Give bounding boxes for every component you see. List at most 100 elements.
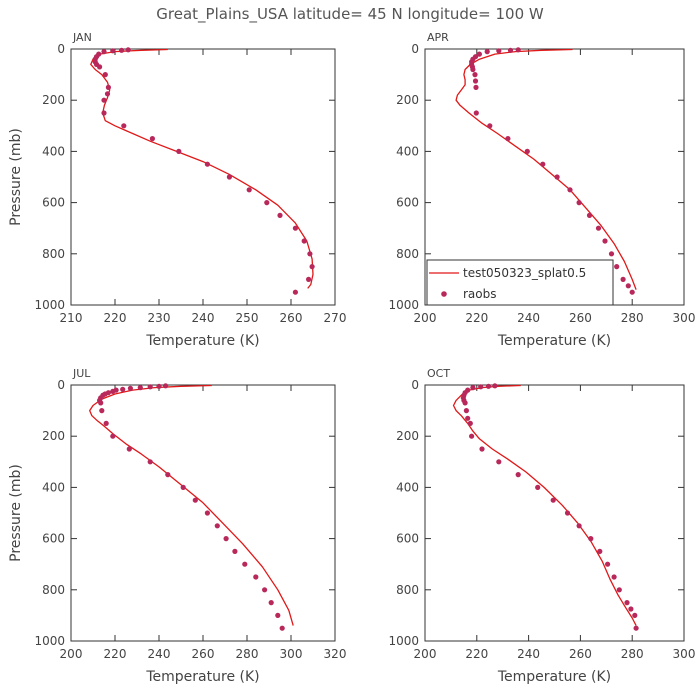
x-tick-label: 280 xyxy=(236,647,259,661)
raobs-point xyxy=(470,66,476,73)
x-axis-label: Temperature (K) xyxy=(497,669,611,685)
raobs-point xyxy=(567,187,573,193)
x-tick-label: 300 xyxy=(673,647,696,661)
panel-title: OCT xyxy=(427,367,450,380)
y-tick-label: 200 xyxy=(42,429,65,443)
raobs-point xyxy=(564,510,571,516)
raobs-point xyxy=(463,408,469,414)
x-tick-label: 260 xyxy=(569,647,592,661)
raobs-point xyxy=(101,110,107,116)
y-tick-label: 600 xyxy=(396,532,419,546)
raobs-point xyxy=(515,472,521,478)
y-tick-label: 1000 xyxy=(388,298,419,312)
raobs-point xyxy=(614,264,620,270)
x-tick-label: 200 xyxy=(414,311,437,325)
raobs-point xyxy=(264,200,270,206)
x-tick-label: 280 xyxy=(621,647,644,661)
y-tick-label: 200 xyxy=(396,429,419,443)
legend-raobs-label: raobs xyxy=(463,287,497,301)
raobs-point xyxy=(632,612,638,619)
raobs-point xyxy=(176,148,182,154)
raobs-point xyxy=(467,420,473,426)
raobs-point xyxy=(262,587,268,593)
raobs-point xyxy=(485,383,492,389)
y-tick-label: 1000 xyxy=(34,298,65,312)
raobs-point xyxy=(633,625,639,631)
raobs-point xyxy=(462,400,468,406)
raobs-point xyxy=(105,84,111,90)
raobs-point xyxy=(473,84,479,90)
panel-title: JAN xyxy=(72,31,92,44)
raobs-point xyxy=(192,497,198,503)
raobs-point xyxy=(473,110,479,116)
x-tick-label: 270 xyxy=(324,311,347,325)
raobs-point xyxy=(156,383,162,389)
x-tick-label: 240 xyxy=(192,311,215,325)
raobs-point xyxy=(226,174,232,180)
raobs-point xyxy=(616,587,622,593)
raobs-point xyxy=(163,383,169,389)
raobs-point xyxy=(292,289,298,295)
raobs-point xyxy=(120,386,126,392)
y-tick-label: 800 xyxy=(42,583,65,597)
raobs-point xyxy=(505,136,511,142)
y-tick-label: 400 xyxy=(396,480,419,494)
raobs-point xyxy=(597,548,603,555)
raobs-point xyxy=(99,408,105,414)
raobs-point xyxy=(620,276,626,282)
model-series-line xyxy=(90,48,314,289)
x-tick-label: 240 xyxy=(517,647,540,661)
raobs-point xyxy=(214,523,220,529)
raobs-point xyxy=(625,283,631,289)
y-tick-label: 400 xyxy=(396,144,419,158)
raobs-point xyxy=(576,523,582,529)
raobs-point xyxy=(165,472,171,478)
y-tick-label: 600 xyxy=(42,532,65,546)
y-tick-label: 1000 xyxy=(388,634,419,648)
x-tick-label: 280 xyxy=(621,311,644,325)
raobs-point xyxy=(554,174,560,180)
raobs-point xyxy=(478,384,484,390)
x-axis-label: Temperature (K) xyxy=(145,669,259,685)
raobs-point xyxy=(535,484,541,490)
x-tick-label: 240 xyxy=(517,311,540,325)
raobs-point xyxy=(484,49,490,55)
panels: 210 220 230 240 250 260 270 0 200 400 600 800 1000 JA… xyxy=(8,31,695,685)
x-tick-label: 220 xyxy=(104,311,127,325)
x-tick-label: 200 xyxy=(60,647,83,661)
x-tick-label: 240 xyxy=(148,647,171,661)
raobs-point xyxy=(306,276,312,282)
raobs-point xyxy=(479,446,485,452)
raobs-point xyxy=(232,548,238,555)
raobs-point xyxy=(121,123,127,129)
x-tick-label: 230 xyxy=(148,311,171,325)
y-tick-label: 1000 xyxy=(34,634,65,648)
raobs-point xyxy=(98,400,104,406)
panel-title: JUL xyxy=(72,367,91,380)
raobs-point xyxy=(588,536,594,542)
raobs-point xyxy=(628,606,634,612)
y-tick-label: 0 xyxy=(411,42,419,56)
raobs-point xyxy=(524,148,530,154)
x-tick-label: 260 xyxy=(192,647,215,661)
y-tick-label: 400 xyxy=(42,144,65,158)
raobs-point xyxy=(301,238,307,244)
raobs-point xyxy=(507,47,514,53)
figure-title: Great_Plains_USA latitude= 45 N longitud… xyxy=(156,5,544,24)
y-tick-label: 200 xyxy=(42,93,65,107)
x-tick-label: 210 xyxy=(60,311,83,325)
raobs-point xyxy=(101,49,107,55)
y-tick-label: 800 xyxy=(42,247,65,261)
x-tick-label: 320 xyxy=(324,647,347,661)
raobs-point xyxy=(204,161,210,167)
raobs-point xyxy=(110,388,116,394)
y-tick-label: 200 xyxy=(396,93,419,107)
raobs-point xyxy=(465,415,471,421)
x-tick-label: 300 xyxy=(280,647,303,661)
raobs-point xyxy=(119,47,125,53)
raobs-point xyxy=(576,200,582,206)
raobs-point xyxy=(279,625,285,631)
raobs-point xyxy=(608,251,615,257)
raobs-point xyxy=(242,561,248,567)
y-tick-label: 800 xyxy=(396,583,419,597)
